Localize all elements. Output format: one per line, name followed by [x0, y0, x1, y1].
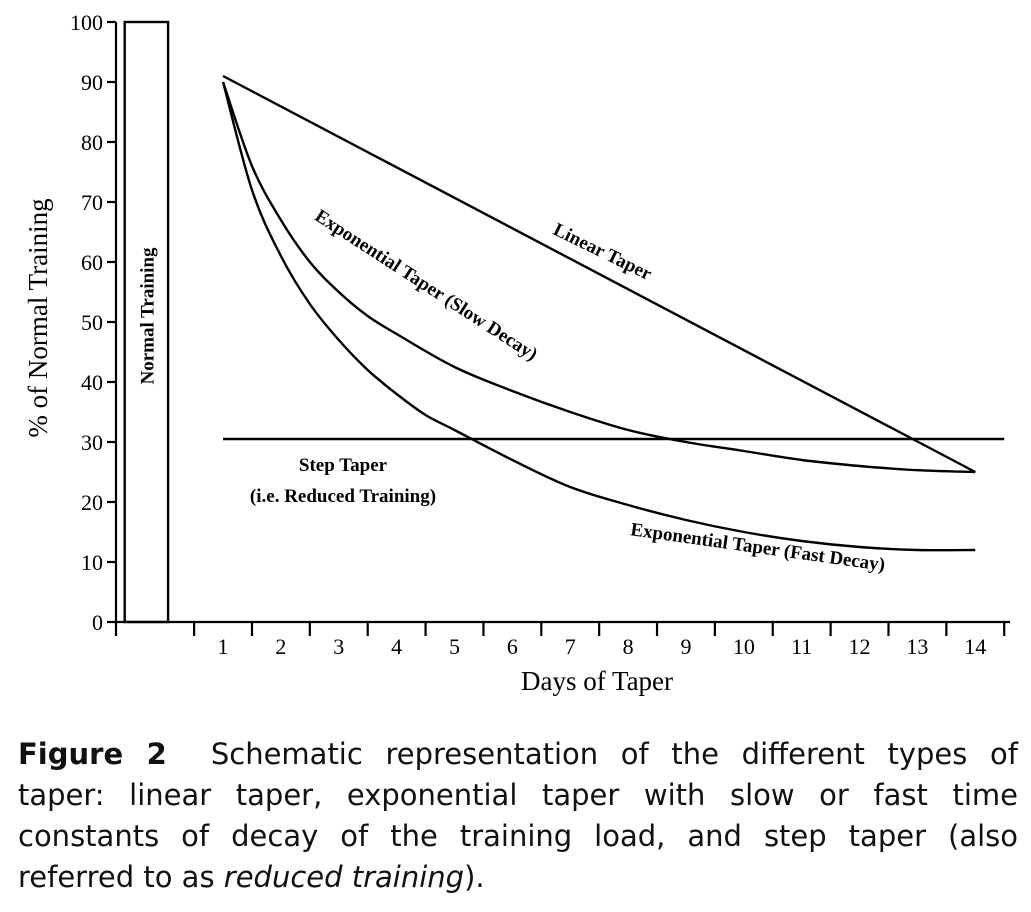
caption-italic: reduced training — [223, 860, 465, 894]
y-tick-label: 50 — [81, 310, 103, 335]
caption-text-4: referred to as — [18, 860, 224, 894]
y-tick-label: 0 — [92, 610, 103, 635]
x-tick-label: 8 — [623, 634, 634, 659]
x-tick-label: 13 — [906, 634, 928, 659]
x-tick-label: 10 — [733, 634, 755, 659]
y-tick-label: 70 — [81, 190, 103, 215]
caption-line-4: referred to as reduced training). — [18, 857, 1018, 898]
figure-label: Figure 2 — [18, 737, 167, 771]
y-tick-label: 80 — [81, 130, 103, 155]
x-tick-label: 9 — [680, 634, 691, 659]
step-taper-sublabel: (i.e. Reduced Training) — [250, 486, 436, 507]
exp-slow-taper-label: Exponential Taper (Slow Decay) — [311, 206, 541, 366]
x-tick-label: 14 — [964, 634, 986, 659]
x-tick-label: 5 — [449, 634, 460, 659]
caption-text-4-end: ). — [464, 860, 485, 894]
y-tick-label: 40 — [81, 370, 103, 395]
exponential-taper-slow-decay-line — [221, 81, 976, 474]
x-tick-label: 1 — [218, 634, 229, 659]
caption-line-2: taper: linear taper, exponential taper w… — [18, 778, 1018, 812]
x-ticks: 1 2 3 4 5 6 7 8 9 10 11 12 13 14 — [114, 622, 1006, 659]
x-tick-label: 2 — [275, 634, 286, 659]
y-ticks: 0 10 20 30 40 50 60 70 80 90 100 — [70, 10, 116, 635]
caption-line-3: constants of decay of the training load,… — [18, 819, 1018, 853]
x-tick-label: 7 — [565, 634, 576, 659]
normal-training-bar-label: Normal Training — [137, 247, 158, 385]
x-tick-label: 6 — [507, 634, 518, 659]
x-axis-label: Days of Taper — [521, 666, 673, 696]
y-axis-label: % of Normal Training — [23, 198, 53, 437]
x-tick-label: 11 — [791, 634, 812, 659]
step-taper-label: Step Taper — [299, 455, 388, 476]
y-tick-label: 30 — [81, 430, 103, 455]
figure-caption: Figure 2 Schematic representation of the … — [18, 734, 1018, 898]
y-tick-label: 10 — [81, 550, 103, 575]
exp-fast-taper-label: Exponential Taper (Fast Decay) — [629, 519, 886, 576]
x-tick-label: 3 — [333, 634, 344, 659]
caption-text-1: Schematic representation of the differen… — [210, 737, 1018, 771]
linear-taper-line — [222, 74, 976, 474]
taper-chart: Normal Training 0 10 20 30 40 50 60 70 80 90 100 1… — [23, 10, 1010, 696]
y-tick-label: 20 — [81, 490, 103, 515]
exponential-taper-fast-decay-line — [221, 81, 976, 552]
series-group — [221, 74, 1005, 552]
y-tick-label: 100 — [70, 10, 103, 35]
caption-line-1: Figure 2 Schematic representation of the … — [18, 734, 1018, 775]
normal-training-bar — [123, 20, 170, 624]
y-tick-label: 60 — [81, 250, 103, 275]
x-tick-label: 4 — [391, 634, 402, 659]
x-tick-label: 12 — [849, 634, 871, 659]
y-tick-label: 90 — [81, 70, 103, 95]
